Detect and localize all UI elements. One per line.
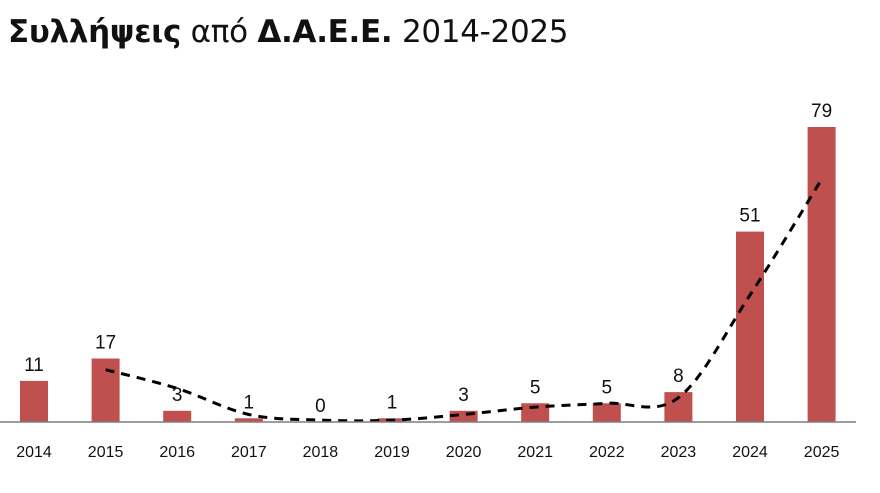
x-tick-2019: 2019 <box>374 444 410 461</box>
bar-2020 <box>449 410 478 422</box>
data-label-2019: 1 <box>387 392 398 413</box>
data-label-2023: 8 <box>673 366 684 387</box>
bar-2024 <box>736 231 764 422</box>
x-tick-2021: 2021 <box>517 444 553 461</box>
bar-2014 <box>20 380 48 422</box>
title-word-arrests: Συλλήψεις <box>8 14 182 50</box>
data-label-2014: 11 <box>24 355 44 376</box>
x-tick-2022: 2022 <box>589 444 625 461</box>
x-tick-2015: 2015 <box>88 444 124 461</box>
x-tick-2018: 2018 <box>303 444 339 461</box>
bar-2021 <box>521 403 550 422</box>
x-tick-labels-group: 2014 2015 2016 2017 2018 2019 2020 2021 2022 2023… <box>16 444 839 461</box>
title-word-agency: Δ.Α.Ε.Ε. <box>257 14 393 50</box>
x-tick-2017: 2017 <box>231 444 267 461</box>
bar-2015 <box>91 358 120 422</box>
bar-2016 <box>163 410 192 422</box>
x-tick-2025: 2025 <box>804 444 840 461</box>
trendline-group <box>105 178 823 423</box>
x-tick-2014: 2014 <box>16 444 52 461</box>
x-tick-2020: 2020 <box>446 444 482 461</box>
bar-2022 <box>592 403 621 422</box>
bar-2017 <box>234 418 263 422</box>
data-label-2015: 17 <box>95 333 116 354</box>
data-labels-group: 11 17 3 1 0 1 3 5 5 8 51 79 <box>24 101 832 417</box>
bars-group <box>20 127 836 422</box>
x-tick-2023: 2023 <box>661 444 697 461</box>
data-label-2018: 0 <box>315 396 326 417</box>
chart-title: Συλλήψεις από Δ.Α.Ε.Ε. 2014-2025 <box>8 14 569 50</box>
data-label-2016: 3 <box>172 385 183 406</box>
x-tick-2016: 2016 <box>159 444 195 461</box>
title-word-from: από <box>190 14 248 50</box>
data-label-2024: 51 <box>739 206 760 227</box>
trendline <box>105 178 823 423</box>
data-label-2025: 79 <box>811 101 832 122</box>
data-label-2022: 5 <box>602 377 613 398</box>
bar-2025 <box>807 127 836 422</box>
data-label-2020: 3 <box>458 385 469 406</box>
data-label-2021: 5 <box>530 377 541 398</box>
title-word-years: 2014-2025 <box>401 14 569 50</box>
x-tick-2024: 2024 <box>732 444 768 461</box>
data-label-2017: 1 <box>244 392 255 413</box>
